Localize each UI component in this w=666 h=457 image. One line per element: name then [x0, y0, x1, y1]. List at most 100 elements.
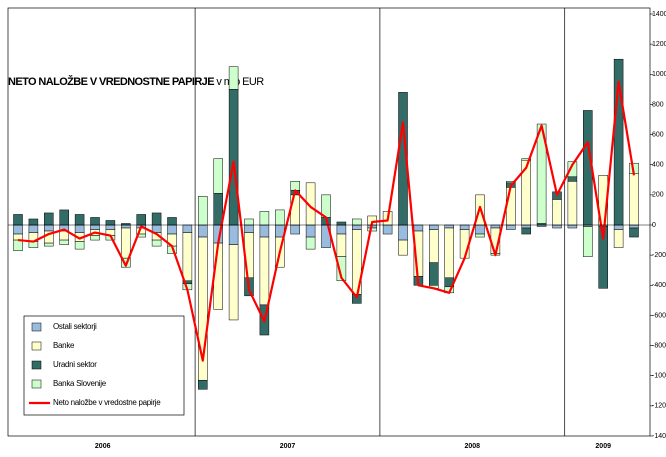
bar-segment — [198, 379, 208, 390]
legend-swatch — [31, 360, 42, 370]
legend-swatch — [31, 341, 42, 351]
bar-segment — [398, 224, 408, 241]
bar-segment — [290, 181, 300, 191]
bar-segment — [629, 227, 639, 238]
y-tick-label: -200 — [652, 252, 666, 259]
bar-segment — [583, 226, 593, 257]
bar-segment — [105, 224, 116, 230]
y-tick-label: 1200 — [652, 41, 666, 48]
bar-segment — [28, 224, 39, 233]
legend-label: Ostali sektorji — [53, 322, 97, 331]
bar-segment — [244, 224, 254, 233]
bar-segment — [44, 224, 54, 232]
bar-segment — [13, 239, 23, 251]
bar-segment — [228, 66, 239, 90]
y-tick-label: -800 — [652, 342, 666, 349]
y-tick-label: -600 — [652, 312, 666, 319]
bar-segment — [352, 218, 362, 226]
legend-box — [23, 315, 185, 416]
y-tick-label: 400 — [652, 162, 664, 169]
y-tick-label: -1200 — [652, 403, 666, 410]
bar-segment — [213, 242, 223, 310]
y-tick-label: -1000 — [652, 373, 666, 380]
bar-segment — [429, 229, 439, 263]
bar-segment — [521, 158, 531, 161]
bar-segment — [259, 211, 270, 226]
y-tick-label: 800 — [652, 101, 664, 108]
bar-segment — [121, 227, 131, 259]
year-label: 2007 — [280, 443, 296, 450]
bar-segment — [506, 187, 516, 226]
y-tick-label: 200 — [652, 192, 664, 199]
bar-segment — [413, 224, 424, 232]
bar-segment — [136, 214, 146, 226]
bar-segment — [367, 227, 377, 232]
bar-segment — [59, 239, 69, 245]
bar-segment — [305, 224, 316, 238]
bar-segment — [398, 239, 408, 256]
bar-segment — [44, 212, 54, 226]
bar-segment — [382, 224, 393, 235]
bar-segment — [59, 209, 69, 226]
bar-segment — [429, 262, 439, 286]
y-tick-label: -1400 — [652, 433, 666, 440]
bar-segment — [198, 224, 208, 238]
line-series — [17, 80, 636, 362]
legend-label: Uradni sektor — [53, 360, 97, 369]
bar-segment — [90, 235, 100, 241]
bar-segment — [167, 224, 177, 235]
chart-title: NETO NALOŽBE V VREDNOSTNE PAPIRJE v mio … — [8, 75, 264, 88]
bar-segment — [552, 199, 562, 226]
legend-label: Neto naložbe v vredostne papirje — [53, 398, 161, 407]
bar-segment — [444, 227, 454, 278]
bar-segment — [167, 217, 177, 226]
bar-segment — [444, 224, 454, 229]
bar-segment — [13, 214, 23, 226]
bar-segment — [305, 236, 316, 250]
bar-segment — [74, 241, 85, 250]
legend-label: Banka Slovenije — [53, 379, 107, 388]
bar-segment — [259, 236, 270, 306]
bar-segment — [28, 218, 39, 226]
bar-segment — [228, 244, 239, 321]
bar-segment — [290, 224, 300, 235]
bar-segment — [475, 224, 485, 235]
bar-segment — [336, 256, 347, 282]
bar-segment — [429, 224, 439, 230]
bar-segment — [90, 217, 100, 226]
bar-segment — [105, 220, 116, 226]
bar-segment — [213, 193, 223, 226]
bar-segment — [613, 224, 624, 230]
bar-segment — [151, 212, 162, 226]
bar-segment — [151, 239, 162, 247]
bar-segment — [629, 173, 639, 226]
bar-segment — [490, 224, 501, 229]
bar-segment — [182, 232, 193, 282]
bar-segment — [459, 229, 470, 259]
y-tick-label: 1400 — [652, 11, 666, 18]
legend-swatch — [31, 379, 42, 389]
year-label: 2006 — [95, 443, 111, 450]
bar-segment — [613, 229, 624, 248]
bar-segment — [90, 224, 100, 230]
bar-segment — [336, 224, 347, 235]
bar-segment — [567, 176, 578, 182]
y-tick-label: -400 — [652, 282, 666, 289]
bar-segment — [13, 224, 23, 235]
y-tick-label: 0 — [652, 222, 656, 229]
y-tick-label: 600 — [652, 131, 664, 138]
bar-segment — [352, 224, 362, 230]
bar-segment — [259, 224, 270, 238]
bar-segment — [121, 257, 131, 268]
legend-swatch — [31, 322, 42, 332]
plot-frame — [7, 7, 651, 437]
bar-segment — [182, 224, 193, 233]
bar-segment — [228, 224, 239, 245]
bar-segment — [459, 224, 470, 230]
bar-segment — [521, 224, 531, 229]
bar-segment — [275, 209, 285, 226]
bar-segment — [475, 233, 485, 238]
bar-segment — [536, 123, 547, 224]
bar-segment — [213, 158, 223, 194]
